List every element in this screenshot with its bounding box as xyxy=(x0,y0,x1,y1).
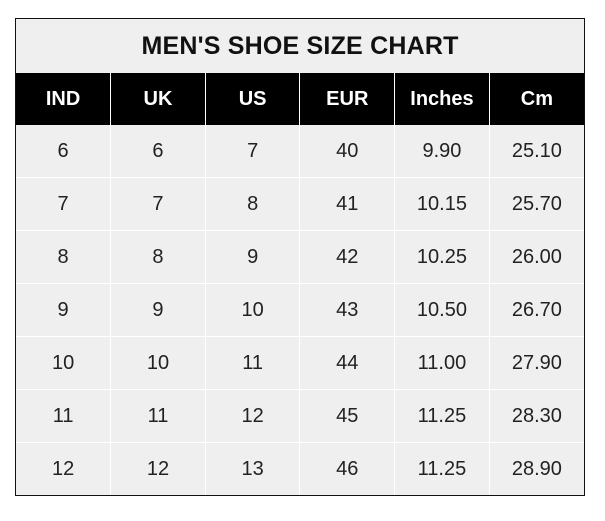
cell-eur: 41 xyxy=(299,177,395,231)
cell-cm: 28.30 xyxy=(488,389,584,443)
cell-inches: 10.25 xyxy=(394,230,490,284)
cell-us: 11 xyxy=(204,336,300,390)
column-header-us: US xyxy=(204,73,300,125)
cell-uk: 9 xyxy=(110,283,206,337)
header-row: IND UK US EUR Inches Cm xyxy=(16,73,584,125)
cell-us: 10 xyxy=(204,283,300,337)
cell-eur: 42 xyxy=(299,230,395,284)
table-row: 9 9 10 43 10.50 26.70 xyxy=(16,283,584,337)
cell-uk: 6 xyxy=(110,125,206,178)
cell-ind: 10 xyxy=(16,336,111,390)
cell-cm: 26.00 xyxy=(488,230,584,284)
cell-us: 8 xyxy=(204,177,300,231)
cell-inches: 11.25 xyxy=(394,442,490,495)
cell-inches: 11.00 xyxy=(394,336,490,390)
cell-us: 7 xyxy=(204,125,300,178)
size-chart-table-container: MEN'S SHOE SIZE CHART IND UK US EUR Inches Cm… xyxy=(15,18,585,496)
table-row: 7 7 8 41 10.15 25.70 xyxy=(16,177,584,231)
cell-eur: 43 xyxy=(299,283,395,337)
cell-ind: 6 xyxy=(57,139,69,162)
cell-eur: 44 xyxy=(299,336,395,390)
cell-eur: 45 xyxy=(299,389,395,443)
table-row: 10 10 11 44 11.00 27.90 xyxy=(16,336,584,390)
cell-eur: 46 xyxy=(299,442,395,495)
cell-ind: 12 xyxy=(16,442,111,495)
cell-inches: 9.90 xyxy=(394,125,490,178)
cell-eur: 40 xyxy=(299,125,395,178)
table-row: 11 11 12 45 11.25 28.30 xyxy=(16,389,584,443)
cell-uk: 12 xyxy=(110,442,206,495)
cell-us: 12 xyxy=(204,389,300,443)
cell-uk: 8 xyxy=(110,230,206,284)
cell-ind: 7 xyxy=(16,177,111,231)
cell-inches: 10.50 xyxy=(394,283,490,337)
table-row: 12 12 13 46 11.25 28.90 xyxy=(16,442,584,495)
cell-ind: 9 xyxy=(16,283,111,337)
cell-inches: 10.15 xyxy=(394,177,490,231)
cell-cm: 27.90 xyxy=(488,336,584,390)
cell-ind: 8 xyxy=(16,230,111,284)
size-table: IND UK US EUR Inches Cm 6 6 7 40 9.90 25.10 7 7 8 41 10… xyxy=(16,73,584,495)
cell-uk: 7 xyxy=(110,177,206,231)
table-row: 6 6 7 40 9.90 25.10 xyxy=(16,125,584,178)
cell-inches: 11.25 xyxy=(394,389,490,443)
table-body: 6 6 7 40 9.90 25.10 7 7 8 41 10.15 25.70 8 8 9 42 10.25 2… xyxy=(16,125,584,495)
cell-ind: 11 xyxy=(16,389,111,443)
column-header-uk: UK xyxy=(110,73,206,125)
column-header-eur: EUR xyxy=(299,73,395,125)
cell-uk: 10 xyxy=(110,336,206,390)
cell-cm: 25.10 xyxy=(488,125,584,178)
table-row: 8 8 9 42 10.25 26.00 xyxy=(16,230,584,284)
cell-us: 9 xyxy=(204,230,300,284)
column-header-inches: Inches xyxy=(394,73,490,125)
cell-cm: 26.70 xyxy=(488,283,584,337)
cell-us: 13 xyxy=(204,442,300,495)
column-header-ind: IND xyxy=(16,73,111,125)
cell-cm: 28.90 xyxy=(488,442,584,495)
chart-title: MEN'S SHOE SIZE CHART xyxy=(141,31,459,60)
cell-cm: 25.70 xyxy=(488,177,584,231)
cell-uk: 11 xyxy=(110,389,206,443)
column-header-cm: Cm xyxy=(488,73,584,125)
